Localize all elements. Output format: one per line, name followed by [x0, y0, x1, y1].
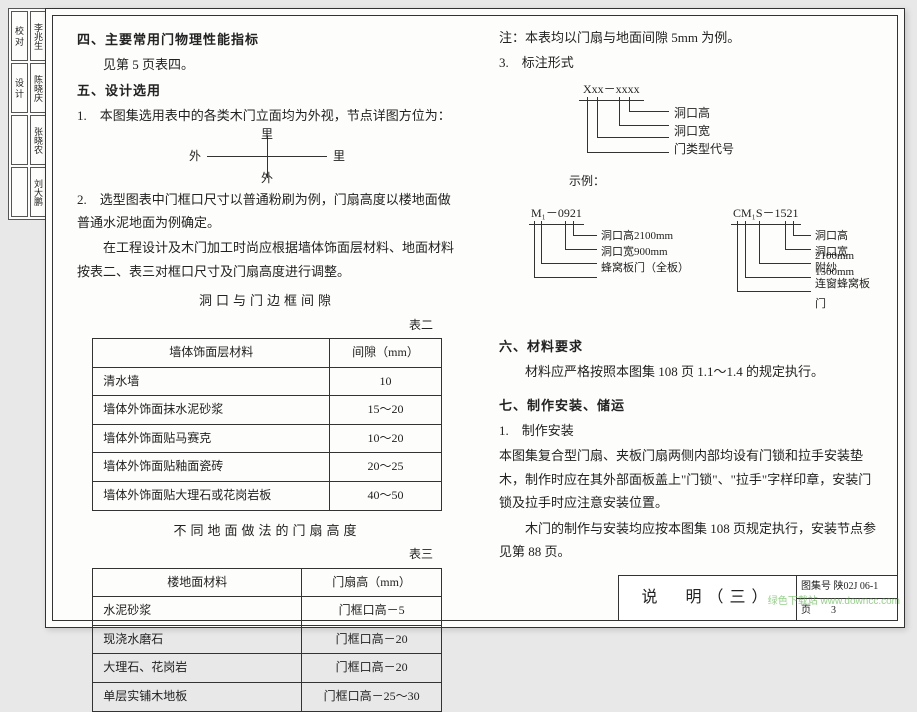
cross-top: 里	[261, 124, 273, 146]
sb-cell	[11, 115, 28, 165]
t2-c: 20～25	[330, 453, 442, 482]
right-column: 注：本表均以门扇与地面间隙 5mm 为例。 3. 标注形式 Xxx－xxxx 洞…	[475, 16, 897, 620]
section4-body: 见第 5 页表四。	[77, 53, 457, 76]
section5-p3: 在工程设计及木门加工时尚应根据墙体饰面层材料、地面材料按表二、表三对框口尺寸及门…	[77, 236, 457, 283]
table2-title: 洞口与门边框间隙	[77, 289, 457, 312]
ex1-l3: 蜂窝板门（全板）	[601, 259, 689, 279]
t3-c: 门框口高－20	[302, 625, 441, 654]
left-column: 四、主要常用门物理性能指标 见第 5 页表四。 五、设计选用 1. 本图集选用表…	[53, 16, 475, 620]
t2-c: 墙体外饰面贴马赛克	[93, 424, 330, 453]
notation-code: Xxx－xxxx	[579, 79, 644, 102]
section5-title: 五、设计选用	[77, 79, 457, 102]
table3: 楼地面材料门扇高（mm） 水泥砂浆门框口高－5 现浇水磨石门框口高－20 大理石…	[92, 568, 442, 712]
t3-h0: 楼地面材料	[93, 568, 302, 597]
example-label: 示例：	[569, 171, 605, 193]
section6-body: 材料应严格按照本图集 108 页 1.1～1.4 的规定执行。	[499, 360, 879, 383]
t3-c: 门框口高－20	[302, 654, 441, 683]
ex2-code: CM₁S－1521	[731, 203, 801, 226]
table3-title: 不同地面做法的门扇高度	[77, 519, 457, 542]
t3-c: 门框口高－5	[302, 597, 441, 626]
t3-c: 大理石、花岗岩	[93, 654, 302, 683]
sb-cell: 校 对	[11, 11, 28, 61]
t2-c: 墙体外饰面抹水泥砂浆	[93, 396, 330, 425]
t2-h0: 墙体饰面层材料	[93, 339, 330, 368]
sb-cell	[11, 167, 28, 217]
sb-cell: 设 计	[11, 63, 28, 113]
t3-c: 水泥砂浆	[93, 597, 302, 626]
t2-h1: 间隙（mm）	[330, 339, 442, 368]
drawing-sheet: 四、主要常用门物理性能指标 见第 5 页表四。 五、设计选用 1. 本图集选用表…	[45, 8, 905, 628]
watermark: 绿色下载站 www.downcc.com	[768, 592, 900, 607]
t2-c: 40～50	[330, 482, 442, 511]
notation-l3: 门类型代号	[674, 139, 734, 161]
ex2-l4: 连窗蜂窝板门	[815, 275, 879, 315]
notation-diagram: Xxx－xxxx 洞口高 洞口宽 门类型代号 示例：	[499, 79, 879, 199]
t2-c: 10	[330, 367, 442, 396]
section6-title: 六、材料要求	[499, 335, 879, 358]
t3-c: 现浇水磨石	[93, 625, 302, 654]
examples-block: M₁－0921 洞口高2100mm 洞口宽900mm 蜂窝板门（全板） CM₁S…	[499, 203, 879, 333]
t2-c: 清水墙	[93, 367, 330, 396]
orientation-cross: 里 外 外 里	[187, 132, 347, 182]
t2-c: 15～20	[330, 396, 442, 425]
section4-title: 四、主要常用门物理性能指标	[77, 28, 457, 51]
section7-p1: 本图集复合型门扇、夹板门扇两侧内部均设有门锁和拉手安装垫木，制作时应在其外部面板…	[499, 444, 879, 514]
table2: 墙体饰面层材料间隙（mm） 清水墙10 墙体外饰面抹水泥砂浆15～20 墙体外饰…	[92, 338, 442, 511]
section3-title: 3. 标注形式	[499, 51, 879, 74]
cross-right: 里	[333, 146, 345, 168]
t2-c: 墙体外饰面贴釉面瓷砖	[93, 453, 330, 482]
section5-p2: 2. 选型图表中门框口尺寸以普通粉刷为例，门扇高度以楼地面做普通水泥地面为例确定…	[77, 188, 457, 235]
revision-sidebar: 校 对李兆生 设 计陈晓庆 张晓农 刘大鹏	[8, 8, 50, 220]
cross-left: 外	[189, 146, 201, 168]
ex1-code: M₁－0921	[529, 203, 584, 226]
t3-c: 门框口高－25～30	[302, 683, 441, 712]
cross-bottom: 外	[261, 168, 273, 190]
section7-sub: 1. 制作安装	[499, 419, 879, 442]
table3-caption: 表三	[77, 544, 457, 566]
section7-title: 七、制作安装、储运	[499, 394, 879, 417]
t2-c: 10～20	[330, 424, 442, 453]
t2-c: 墙体外饰面贴大理石或花岗岩板	[93, 482, 330, 511]
section7-p2: 木门的制作与安装均应按本图集 108 页规定执行，安装节点参见第 88 页。	[499, 517, 879, 564]
table-note: 注：本表均以门扇与地面间隙 5mm 为例。	[499, 26, 879, 49]
table2-caption: 表二	[77, 315, 457, 337]
t3-c: 单层实铺木地板	[93, 683, 302, 712]
t3-h1: 门扇高（mm）	[302, 568, 441, 597]
